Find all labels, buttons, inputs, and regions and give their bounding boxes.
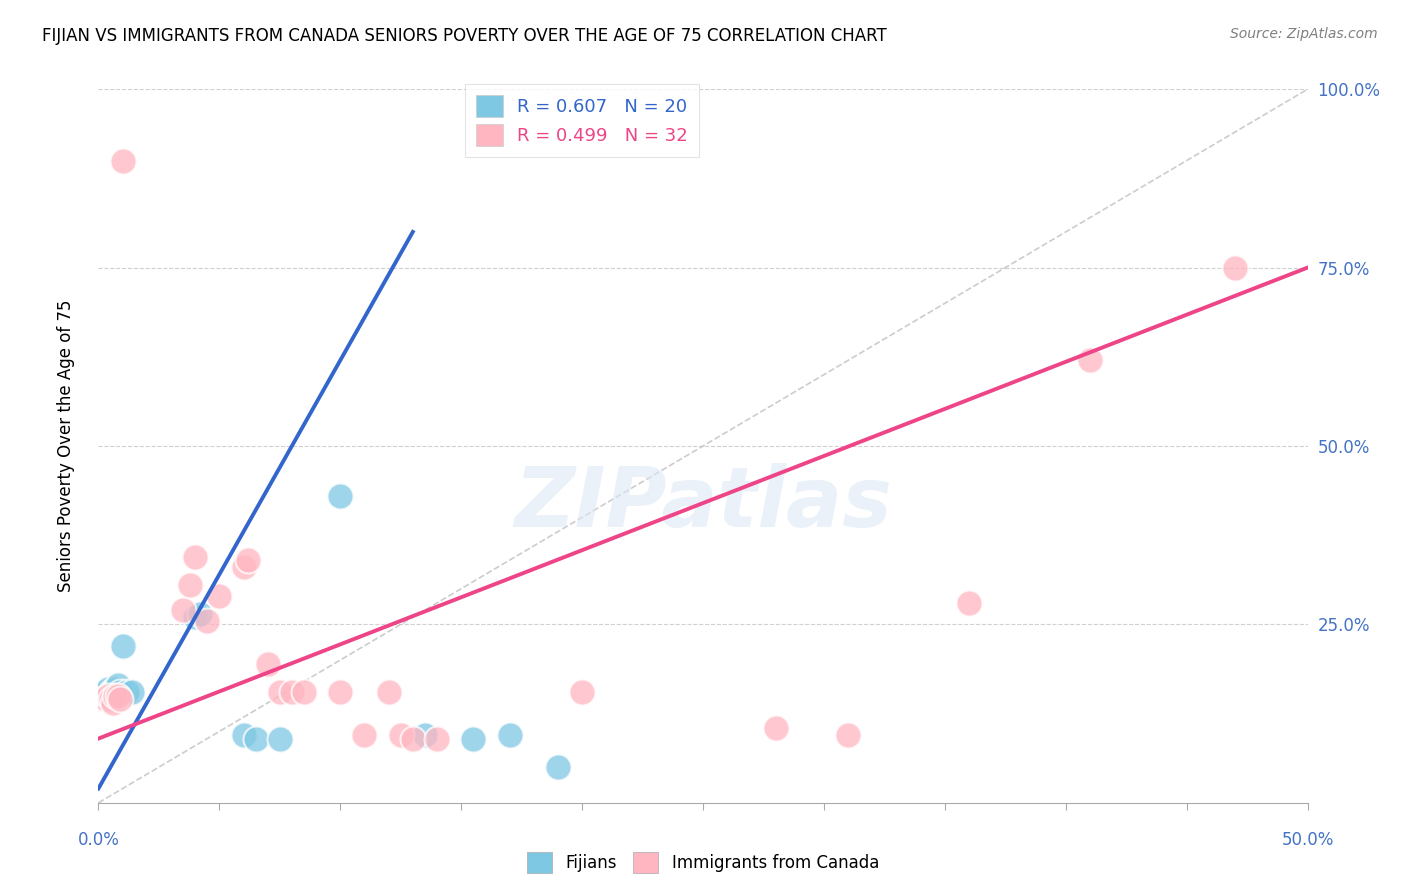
Point xyxy=(957,596,980,610)
Point xyxy=(100,692,122,706)
Point xyxy=(100,685,122,699)
Point xyxy=(107,689,129,703)
Point xyxy=(97,689,120,703)
Point xyxy=(329,685,352,699)
Point xyxy=(94,692,117,706)
Text: Source: ZipAtlas.com: Source: ZipAtlas.com xyxy=(1230,27,1378,41)
Point xyxy=(232,728,254,742)
Point xyxy=(1078,353,1101,368)
Point xyxy=(837,728,859,742)
Text: 0.0%: 0.0% xyxy=(77,831,120,849)
Point xyxy=(281,685,304,699)
Point xyxy=(208,589,231,603)
Point xyxy=(329,489,352,503)
Point xyxy=(101,696,124,710)
Point xyxy=(238,553,260,567)
Point xyxy=(1223,260,1246,275)
Point xyxy=(292,685,315,699)
Point xyxy=(91,692,114,706)
Point xyxy=(94,685,117,699)
Point xyxy=(111,639,134,653)
Point xyxy=(269,685,291,699)
Point xyxy=(172,603,194,617)
Point xyxy=(117,685,139,699)
Point xyxy=(232,560,254,574)
Point xyxy=(269,731,291,746)
Point xyxy=(571,685,593,699)
Point xyxy=(104,689,127,703)
Point xyxy=(426,731,449,746)
Point xyxy=(97,681,120,696)
Point xyxy=(413,728,436,742)
Point xyxy=(353,728,375,742)
Point xyxy=(101,685,124,699)
Point xyxy=(179,578,201,592)
Point xyxy=(184,610,207,624)
Point xyxy=(463,731,485,746)
Point xyxy=(498,728,520,742)
Point xyxy=(111,153,134,168)
Point xyxy=(547,760,569,774)
Legend: R = 0.607   N = 20, R = 0.499   N = 32: R = 0.607 N = 20, R = 0.499 N = 32 xyxy=(465,84,699,157)
Text: ZIPatlas: ZIPatlas xyxy=(515,463,891,543)
Point xyxy=(377,685,399,699)
Point xyxy=(108,685,131,699)
Legend: Fijians, Immigrants from Canada: Fijians, Immigrants from Canada xyxy=(520,846,886,880)
Point xyxy=(121,685,143,699)
Y-axis label: Seniors Poverty Over the Age of 75: Seniors Poverty Over the Age of 75 xyxy=(56,300,75,592)
Point xyxy=(184,549,207,564)
Point xyxy=(256,657,278,671)
Point xyxy=(108,692,131,706)
Point xyxy=(245,731,267,746)
Text: 50.0%: 50.0% xyxy=(1281,831,1334,849)
Point xyxy=(104,681,127,696)
Text: FIJIAN VS IMMIGRANTS FROM CANADA SENIORS POVERTY OVER THE AGE OF 75 CORRELATION : FIJIAN VS IMMIGRANTS FROM CANADA SENIORS… xyxy=(42,27,887,45)
Point xyxy=(195,614,218,628)
Point xyxy=(107,678,129,692)
Point xyxy=(389,728,412,742)
Point xyxy=(188,607,211,621)
Point xyxy=(402,731,425,746)
Point xyxy=(765,721,787,735)
